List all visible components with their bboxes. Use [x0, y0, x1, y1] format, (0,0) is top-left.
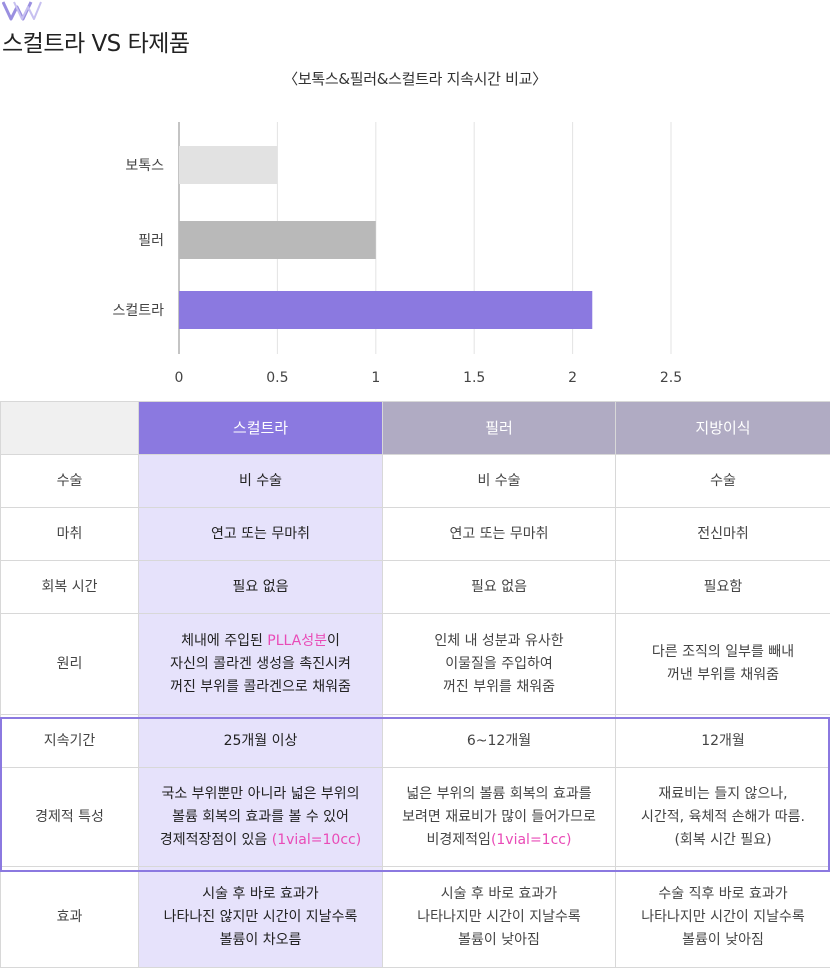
cell-line: 시간적, 육체적 손해가 따름. — [641, 808, 805, 825]
cell-line: 보려면 재료비가 많이 들어가므로 — [402, 808, 596, 825]
cell-line: 시술 후 바로 효과가 — [202, 885, 319, 902]
x-tick-label: 0.5 — [266, 370, 288, 386]
cell-line: 나타나지만 시간이 지날수록 — [417, 908, 581, 925]
y-tick-label: 스컬트라 — [112, 303, 164, 319]
bar — [179, 291, 593, 329]
cell-line: 다른 조직의 일부를 빼내 — [651, 644, 795, 660]
bar — [179, 146, 278, 184]
row-label: 경제적 특성 — [0, 767, 139, 867]
header-filler: 필러 — [382, 401, 616, 455]
x-tick-label: 2 — [568, 370, 577, 386]
table-cell: 재료비는 들지 않으나, 시간적, 육체적 손해가 따름. (회복 시간 필요) — [615, 767, 830, 867]
table-row-surgery: 수술 비 수술 비 수술 수술 — [0, 454, 830, 508]
chart-title: 〈보톡스&필러&스컬트라 지속시간 비교〉 — [283, 70, 547, 88]
highlight-text: (1vial=1cc) — [490, 831, 572, 848]
x-tick-label: 1 — [371, 370, 380, 386]
brand-logo-icon — [2, 1, 42, 21]
table-cell: 다른 조직의 일부를 빼내 꺼낸 부위를 채워줌 — [615, 613, 830, 715]
x-tick-label: 2.5 — [660, 370, 682, 386]
cell-text: 이 — [327, 632, 340, 649]
highlight-text: (1vial=10cc) — [271, 831, 362, 848]
table-cell: 국소 부위뿐만 아니라 넓은 부위의 볼륨 회복의 효과를 볼 수 있어 경제적… — [138, 767, 383, 867]
table-cell: 시술 후 바로 효과가 나타나진 않지만 시간이 지날수록 볼륨이 차오름 — [138, 866, 383, 968]
table-cell: 연고 또는 무마취 — [382, 507, 616, 561]
cell-line: 나타나진 않지만 시간이 지날수록 — [163, 908, 358, 925]
row-label: 지속기간 — [0, 714, 139, 768]
cell-line: (회복 시간 필요) — [674, 831, 772, 848]
table-cell: 필요함 — [615, 560, 830, 614]
table-cell: 비 수술 — [382, 454, 616, 508]
table-cell: 필요 없음 — [138, 560, 383, 614]
cell-line: 꺼낸 부위를 채워줌 — [667, 667, 779, 683]
cell-line: 경제적장점이 있음 (1vial=10cc) — [143, 829, 378, 852]
row-label: 효과 — [0, 866, 139, 968]
header-fat-graft: 지방이식 — [615, 401, 830, 455]
cell-line: 볼륨이 차오름 — [219, 931, 302, 948]
cell-line: 볼륨 회복의 효과를 볼 수 있어 — [172, 808, 349, 825]
table-cell: 12개월 — [615, 714, 830, 768]
header-corner-cell — [0, 401, 139, 455]
y-tick-label: 필러 — [138, 233, 164, 249]
cell-line: 이물질을 주입하여 — [445, 655, 553, 672]
cell-text: 경제적장점이 있음 — [159, 831, 272, 848]
cell-line: 비경제적임(1vial=1cc) — [387, 829, 611, 852]
highlight-text: PLLA성분 — [267, 632, 327, 649]
table-row-economics: 경제적 특성 국소 부위뿐만 아니라 넓은 부위의 볼륨 회복의 효과를 볼 수… — [0, 767, 830, 867]
table-row-principle: 원리 체내에 주입된 PLLA성분이 자신의 콜라겐 생성을 촉진시켜 꺼진 부… — [0, 613, 830, 715]
cell-line: 수술 직후 바로 효과가 — [658, 885, 788, 902]
cell-line: 재료비는 들지 않으나, — [658, 785, 788, 802]
comparison-table: 스컬트라 필러 지방이식 수술 비 수술 비 수술 수술 마취 연고 또는 무마… — [0, 401, 830, 968]
table-cell: 비 수술 — [138, 454, 383, 508]
cell-line: 꺼진 부위를 채워줌 — [443, 678, 555, 695]
table-cell: 수술 — [615, 454, 830, 508]
cell-line: 체내에 주입된 PLLA성분이 — [143, 630, 378, 653]
cell-text: 비경제적임 — [426, 831, 491, 848]
table-cell: 인체 내 성분과 유사한 이물질을 주입하여 꺼진 부위를 채워줌 — [382, 613, 616, 715]
cell-line: 자신의 콜라겐 생성을 촉진시켜 — [170, 655, 351, 672]
table-cell: 연고 또는 무마취 — [138, 507, 383, 561]
cell-text: 체내에 주입된 — [181, 632, 268, 649]
bar — [179, 221, 376, 259]
page-title: 스컬트라 VS 타제품 — [2, 31, 190, 57]
row-label: 수술 — [0, 454, 139, 508]
cell-line: 넓은 부위의 볼륨 회복의 효과를 — [406, 785, 592, 802]
table-row-recovery: 회복 시간 필요 없음 필요 없음 필요함 — [0, 560, 830, 614]
cell-line: 인체 내 성분과 유사한 — [434, 632, 564, 649]
table-cell: 6~12개월 — [382, 714, 616, 768]
table-cell: 수술 직후 바로 효과가 나타나지만 시간이 지날수록 볼륨이 낮아짐 — [615, 866, 830, 968]
header-sculptra: 스컬트라 — [138, 401, 383, 455]
x-tick-label: 1.5 — [463, 370, 485, 386]
cell-line: 볼륨이 낮아짐 — [682, 931, 764, 948]
cell-line: 나타나지만 시간이 지날수록 — [641, 908, 805, 925]
table-cell: 필요 없음 — [382, 560, 616, 614]
table-row-anesthesia: 마취 연고 또는 무마취 연고 또는 무마취 전신마취 — [0, 507, 830, 561]
table-cell: 전신마취 — [615, 507, 830, 561]
row-label: 회복 시간 — [0, 560, 139, 614]
cell-line: 국소 부위뿐만 아니라 넓은 부위의 — [161, 785, 360, 802]
table-cell: 넓은 부위의 볼륨 회복의 효과를 보려면 재료비가 많이 들어가므로 비경제적… — [382, 767, 616, 867]
cell-line: 시술 후 바로 효과가 — [440, 885, 558, 902]
x-tick-label: 0 — [175, 370, 184, 386]
table-cell: 체내에 주입된 PLLA성분이 자신의 콜라겐 생성을 촉진시켜 꺼진 부위를 … — [138, 613, 383, 715]
table-row-duration: 지속기간 25개월 이상 6~12개월 12개월 — [0, 714, 830, 768]
cell-line: 볼륨이 낮아짐 — [458, 931, 540, 948]
table-cell: 25개월 이상 — [138, 714, 383, 768]
row-label: 원리 — [0, 613, 139, 715]
table-header-row: 스컬트라 필러 지방이식 — [0, 401, 830, 455]
row-label: 마취 — [0, 507, 139, 561]
table-cell: 시술 후 바로 효과가 나타나지만 시간이 지날수록 볼륨이 낮아짐 — [382, 866, 616, 968]
cell-line: 꺼진 부위를 콜라겐으로 채워줌 — [170, 678, 351, 695]
table-row-effect: 효과 시술 후 바로 효과가 나타나진 않지만 시간이 지날수록 볼륨이 차오름… — [0, 866, 830, 968]
y-tick-label: 보톡스 — [125, 158, 164, 174]
